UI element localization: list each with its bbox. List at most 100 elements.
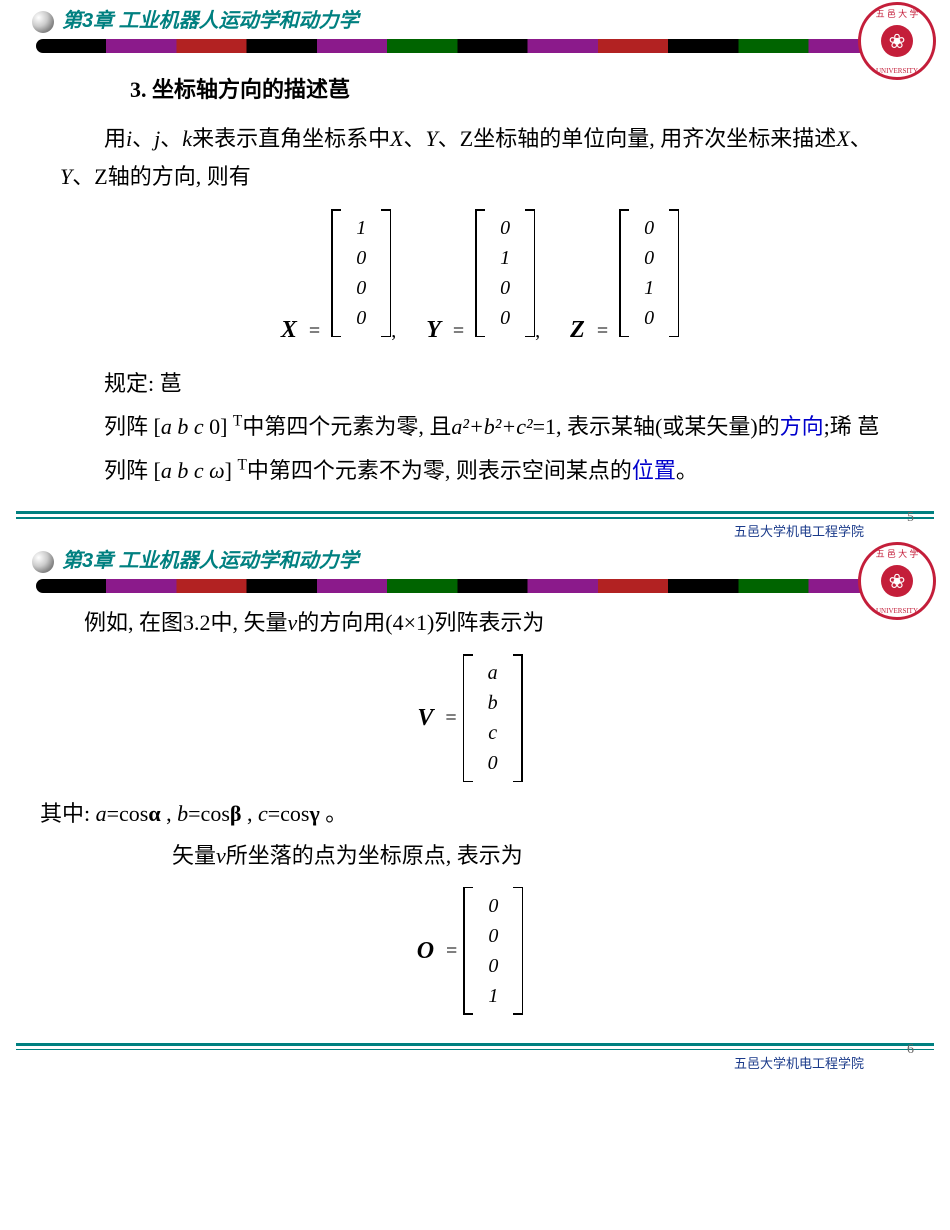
text: 、 <box>132 126 154 151</box>
university-seal: 五 邑 大 学 ❀ UNIVERSITY <box>858 542 930 614</box>
var-X: X <box>390 126 403 151</box>
vars-abc: a b c <box>161 414 204 439</box>
paragraph-2: 列阵 [a b c 0] T中第四个元素为零, 且a²+b²+c²=1, 表示某… <box>60 408 900 445</box>
matrix-cell: 0 <box>353 303 369 333</box>
seal-top-text: 五 邑 大 学 <box>876 547 919 560</box>
text: 列阵 [ <box>104 414 161 439</box>
text: ] <box>225 458 238 483</box>
text: 用 <box>104 126 126 151</box>
matrix-Z: Z= 0 0 1 0 <box>570 209 679 351</box>
paragraph-1: 例如, 在图3.2中, 矢量v的方向用(4×1)列阵表示为 <box>40 605 900 640</box>
matrix-cell: 0 <box>485 891 501 921</box>
text: ;琋 䓃 <box>824 414 880 439</box>
text: 所坐落的点为坐标原点, 表示为 <box>226 843 523 868</box>
slide-footer: 五邑大学机电工程学院 5 <box>16 511 934 540</box>
text: =cos <box>188 801 230 826</box>
text: 、 <box>404 126 426 151</box>
transpose-T: T <box>233 413 242 430</box>
matrix-cell: 0 <box>497 303 513 333</box>
matrix-cell: b <box>485 688 501 718</box>
matrix-cell: 0 <box>641 213 657 243</box>
matrix-label-Y: Y <box>426 317 441 343</box>
matrix-cell: 1 <box>641 273 657 303</box>
var-v: v <box>216 843 226 868</box>
paragraph-3: 列阵 [a b c ω] T中第四个元素不为零, 则表示空间某点的位置。 <box>60 452 900 489</box>
matrix-cell: 0 <box>641 303 657 333</box>
text: 其中: <box>40 801 96 826</box>
matrix-O: O= 0 0 0 1 <box>40 887 900 1015</box>
matrix-cell: a <box>485 658 501 688</box>
chapter-title: 第3章 工业机器人运动学和动力学 <box>32 544 930 573</box>
text: , <box>161 801 178 826</box>
slide-content: 3. 坐标轴方向的描述䓃 用i、j、k来表示直角坐标系中X、Y、Z坐标轴的单位向… <box>0 53 950 503</box>
matrix-V: V= a b c 0 <box>40 654 900 782</box>
section-heading: 3. 坐标轴方向的描述䓃 <box>130 71 900 108</box>
var-X: X <box>836 126 849 151</box>
text: 0] <box>204 414 233 439</box>
var-Y: Y <box>60 164 72 189</box>
matrix-cell: 0 <box>485 748 501 778</box>
matrix-cell: 1 <box>353 213 369 243</box>
text: 中第四个元素为零, 且 <box>242 414 451 439</box>
text: 、Z轴的方向, 则有 <box>72 164 250 189</box>
matrix-cell: 0 <box>485 951 501 981</box>
text: 的方向用(4×1)列阵表示为 <box>297 610 544 635</box>
university-seal: 五 邑 大 学 ❀ UNIVERSITY <box>858 2 930 74</box>
text: 、 <box>160 126 182 151</box>
seal-bottom-text: UNIVERSITY <box>876 607 918 615</box>
seal-top-text: 五 邑 大 学 <box>876 7 919 20</box>
decorative-color-bar <box>36 39 914 53</box>
chapter-title-text: 第3章 工业机器人运动学和动力学 <box>62 10 359 32</box>
text: 矢量 <box>172 843 216 868</box>
page-number: 5 <box>907 510 914 526</box>
slide-2: 五 邑 大 学 ❀ UNIVERSITY 第3章 工业机器人运动学和动力学 例如… <box>0 540 950 1072</box>
var-k: k <box>182 126 192 151</box>
matrix-cell: c <box>485 718 501 748</box>
matrix-cell: 1 <box>485 981 501 1011</box>
matrix-cell: 1 <box>497 243 513 273</box>
var-v: v <box>288 610 298 635</box>
matrix-equations-xyz: X= 1 0 0 0 , Y= 0 <box>60 209 900 351</box>
paragraph-3: 矢量v所坐落的点为坐标原点, 表示为 <box>40 838 900 873</box>
slide-header: 五 邑 大 学 ❀ UNIVERSITY 第3章 工业机器人运动学和动力学 <box>0 0 950 53</box>
matrix-label-V: V <box>417 699 433 737</box>
matrix-cell: 0 <box>497 213 513 243</box>
var-beta: β <box>230 801 242 826</box>
footer-text: 五邑大学机电工程学院 <box>734 521 864 540</box>
text: 列阵 [ <box>104 458 161 483</box>
matrix-label-O: O <box>417 932 434 970</box>
slide-header: 五 邑 大 学 ❀ UNIVERSITY 第3章 工业机器人运动学和动力学 <box>0 540 950 593</box>
text: 来表示直角坐标系中 <box>192 126 390 151</box>
text: =1, 表示某轴(或某矢量)的 <box>533 414 780 439</box>
sphere-icon <box>32 11 54 33</box>
page-number: 6 <box>907 1042 914 1058</box>
footer-text: 五邑大学机电工程学院 <box>734 1053 864 1072</box>
var-Y: Y <box>426 126 438 151</box>
text: 。 <box>320 801 348 826</box>
matrix-cell: 0 <box>353 243 369 273</box>
matrix-X: X= 1 0 0 0 , <box>281 209 396 351</box>
document-page: 五 邑 大 学 ❀ UNIVERSITY 第3章 工业机器人运动学和动力学 3.… <box>0 0 950 1072</box>
text: =cos <box>107 801 149 826</box>
var-alpha: α <box>148 801 160 826</box>
var-gamma: γ <box>309 801 319 826</box>
text: 。 <box>676 458 698 483</box>
seal-flower-icon: ❀ <box>881 25 913 57</box>
keyword-position: 位置 <box>632 458 676 483</box>
slide-content: 例如, 在图3.2中, 矢量v的方向用(4×1)列阵表示为 V= a b c 0… <box>0 593 950 1035</box>
text: 、Z坐标轴的单位向量, 用齐次坐标来描述 <box>438 126 836 151</box>
text: 中第四个元素不为零, 则表示空间某点的 <box>247 458 632 483</box>
paragraph-2: 其中: a=cosα , b=cosβ , c=cosγ 。 <box>40 796 900 831</box>
matrix-cell: 0 <box>497 273 513 303</box>
text: =cos <box>268 801 310 826</box>
vars-abcw: a b c ω <box>161 458 225 483</box>
slide-footer: 五邑大学机电工程学院 6 <box>16 1043 934 1072</box>
rule-label: 规定: 䓃 <box>60 365 900 402</box>
matrix-label-X: X <box>281 317 297 343</box>
seal-flower-icon: ❀ <box>881 565 913 597</box>
slide-1: 五 邑 大 学 ❀ UNIVERSITY 第3章 工业机器人运动学和动力学 3.… <box>0 0 950 540</box>
text: 例如, 在图3.2中, 矢量 <box>84 610 288 635</box>
chapter-title: 第3章 工业机器人运动学和动力学 <box>32 4 930 33</box>
var-a: a <box>96 801 107 826</box>
text: , <box>241 801 258 826</box>
